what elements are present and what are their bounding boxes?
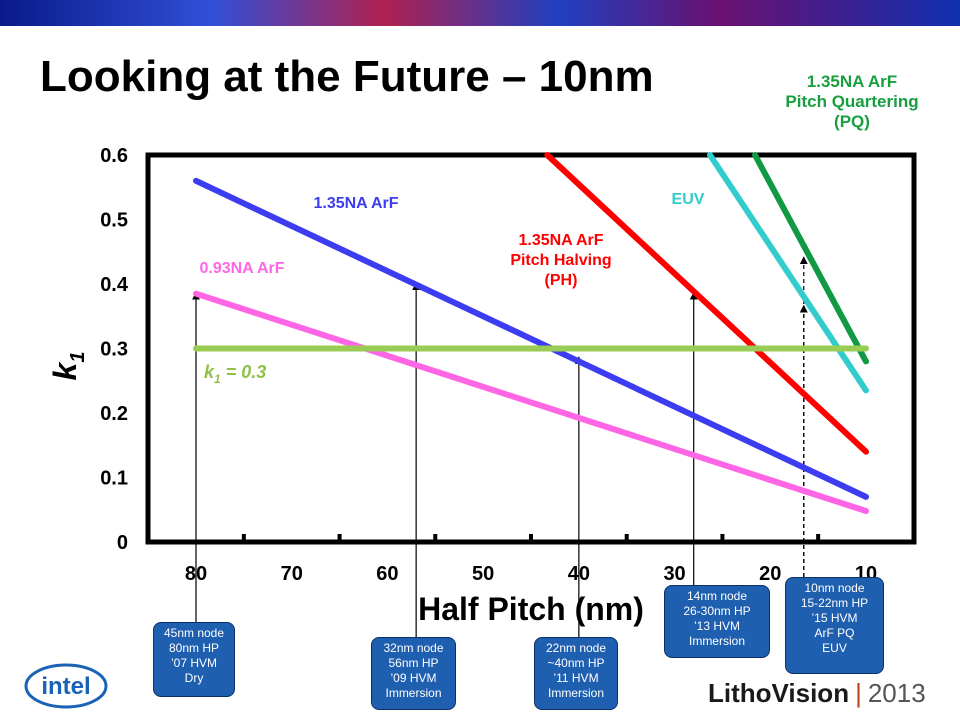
y-tick-label: 0.4 (100, 274, 129, 296)
node-info-line: 10nm node (804, 581, 865, 595)
y-tick-label: 0.5 (100, 210, 128, 232)
y-tick-label: 0.1 (100, 468, 128, 490)
node-info-box: 45nm node 80nm HP ’07 HVM Dry (153, 622, 235, 697)
x-tick-label: 20 (759, 563, 781, 585)
series-label: 0.93NA ArF (199, 260, 284, 277)
svg-text:intel: intel (41, 673, 90, 700)
litho-text: Litho (708, 678, 772, 708)
node-info-line: ArF PQ (814, 626, 855, 640)
page-title: Looking at the Future – 10nm (40, 52, 654, 101)
series-label: 1.35NA ArF (313, 195, 398, 212)
node-info-line: 14nm node (686, 589, 748, 603)
node-info-line: Dry (184, 671, 204, 685)
plot-area-frame (145, 152, 917, 545)
node-info-line: 15-22nm HP (800, 596, 869, 610)
y-axis-label: k1 (47, 352, 89, 381)
pq-label-line-2: Pitch Quartering (785, 92, 919, 111)
vision-text: Vision (771, 678, 850, 708)
series-line (706, 152, 869, 394)
lithovision-logo: LithoVision | 2013 (708, 678, 926, 708)
node-info-line: ’09 HVM (390, 671, 437, 685)
x-tick-label: 70 (281, 563, 303, 585)
node-info-line: 22nm node (545, 641, 607, 655)
pitch-quartering-legend-label: 1.35NA ArF Pitch Quartering (PQ) (762, 72, 942, 132)
node-info-line: Immersion (547, 686, 604, 700)
node-info-line: ’13 HVM (693, 619, 740, 633)
node-info-box: 10nm node 15-22nm HP ’15 HVM ArF PQ EUV (785, 577, 884, 674)
x-tick-label: 60 (376, 563, 398, 585)
y-tick-label: 0.3 (100, 339, 128, 361)
node-info-line: ~40nm HP (547, 656, 605, 670)
x-tick-label: 80 (185, 563, 207, 585)
y-tick-label: 0.2 (100, 403, 128, 425)
intel-logo: intel (24, 663, 108, 709)
x-tick-label: 30 (663, 563, 685, 585)
pq-label-line-1: 1.35NA ArF (806, 72, 898, 91)
series-label: 1.35NA ArF Pitch Halving (PH) (510, 232, 611, 289)
node-info-line: ’15 HVM (811, 611, 858, 625)
y-tick-label: 0.6 (100, 145, 128, 167)
y-tick-label: 0 (117, 532, 128, 554)
node-info-box: 14nm node 26-30nm HP ’13 HVM Immersion (664, 585, 770, 658)
node-info-line: Immersion (688, 634, 745, 648)
x-tick-label: 40 (568, 563, 590, 585)
series-line (193, 177, 869, 500)
series-line (193, 290, 869, 515)
node-info-line: 32nm node (383, 641, 444, 655)
node-info-line: ’11 HVM (553, 671, 599, 685)
series-line (544, 152, 869, 455)
logo-year: 2013 (867, 678, 926, 708)
x-tick-label: 50 (472, 563, 494, 585)
series-label: EUV (672, 191, 705, 208)
node-info-line: 80nm HP (168, 641, 220, 655)
node-info-line: 56nm HP (388, 656, 439, 670)
pq-label-line-3: (PQ) (834, 112, 870, 131)
header-banner (0, 0, 960, 26)
node-info-line: ’07 HVM (170, 656, 217, 670)
node-info-line: EUV (822, 641, 847, 655)
node-info-line: 26-30nm HP (683, 604, 751, 618)
node-info-line: Immersion (385, 686, 442, 700)
node-info-box: 22nm node ~40nm HP ’11 HVM Immersion (534, 637, 618, 710)
x-axis-label: Half Pitch (nm) (418, 591, 644, 627)
node-info-line: 45nm node (163, 626, 225, 640)
k1-line-label: k1 = 0.3 (204, 362, 266, 386)
node-info-box: 32nm node 56nm HP ’09 HVM Immersion (371, 637, 456, 710)
series-line (751, 152, 869, 365)
